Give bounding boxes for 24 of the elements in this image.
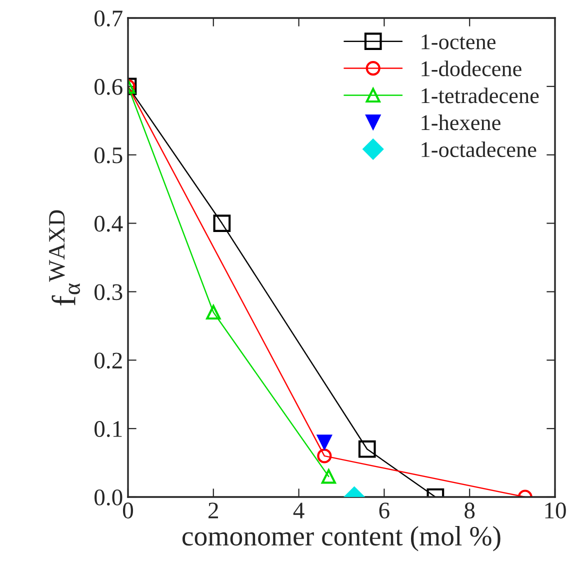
x-axis-title: comonomer content (mol %) [182,526,500,552]
x-tick-label: 0 [122,502,134,518]
x-tick-label: 10 [545,502,566,518]
legend-label: 1-dodecene [422,60,522,76]
y-tick-label: 0.6 [94,78,122,95]
y-tick-label: 0.7 [94,10,122,27]
point [358,440,376,458]
legend-label: 1-octadecene [422,142,536,158]
legend-label: 1-octene [422,34,496,50]
y-tick-label: 0.1 [94,421,122,438]
y-axis-title: f$_{α}$$^{WAXD}$ [49,210,80,306]
x-tick-label: 2 [208,502,218,518]
y-tick-label: 0.2 [94,352,122,369]
legend-label: 1-tetradecene [422,88,539,104]
x-tick-label: 8 [464,502,475,518]
point [316,434,332,450]
legend-label: 1-hexene [422,114,500,130]
y-tick-label: 0.0 [94,489,122,506]
y-tick-label: 0.3 [94,284,122,300]
y-tick-label: 0.5 [94,147,122,164]
x-tick-label: 6 [379,502,390,518]
x-tick-label: 4 [293,502,304,518]
y-tick-label: 0.4 [94,216,123,232]
point [321,469,336,484]
